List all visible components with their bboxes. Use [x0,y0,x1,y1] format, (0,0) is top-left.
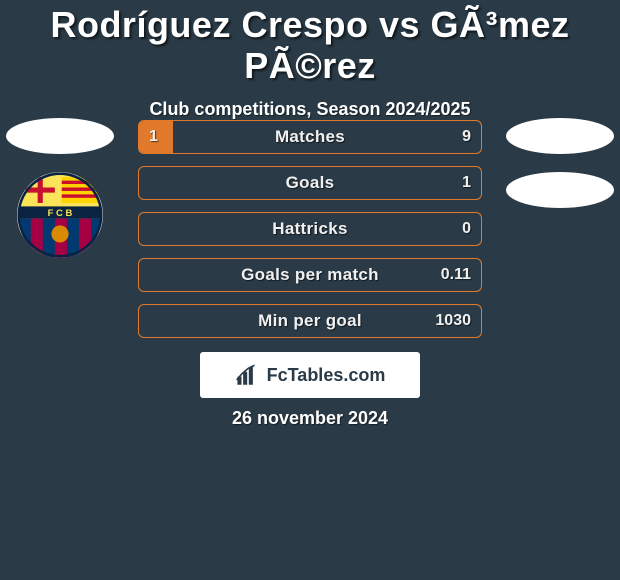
date-text: 26 november 2024 [0,408,620,429]
stat-label: Hattricks [139,213,481,245]
club-crest-left: F C B [17,172,103,258]
stat-label: Goals per match [139,259,481,291]
stat-right-value: 0 [462,213,471,245]
stat-label: Matches [139,121,481,153]
stat-right-value: 1 [462,167,471,199]
player-photo-placeholder-left [6,118,114,154]
stat-label: Min per goal [139,305,481,337]
stat-row: Goals 1 [138,166,482,200]
player-photo-placeholder-right [506,118,614,154]
source-logo-text: FcTables.com [267,365,386,386]
stat-right-value: 1030 [435,305,471,337]
stats-container: 1 Matches 9 Goals 1 Hattricks 0 Goals pe… [138,120,482,338]
stat-label: Goals [139,167,481,199]
stat-right-value: 0.11 [441,259,471,291]
right-player-column [506,118,614,208]
stat-row: Goals per match 0.11 [138,258,482,292]
subtitle: Club competitions, Season 2024/2025 [0,99,620,120]
stat-row: 1 Matches 9 [138,120,482,154]
svg-text:F C B: F C B [48,208,73,219]
stat-row: Hattricks 0 [138,212,482,246]
left-player-column: F C B [6,118,114,258]
page-title: Rodríguez Crespo vs GÃ³mez PÃ©rez [0,4,620,87]
stat-right-value: 9 [462,121,471,153]
stat-row: Min per goal 1030 [138,304,482,338]
club-photo-placeholder-right [506,172,614,208]
barchart-icon [235,362,261,388]
source-logo[interactable]: FcTables.com [200,352,420,398]
